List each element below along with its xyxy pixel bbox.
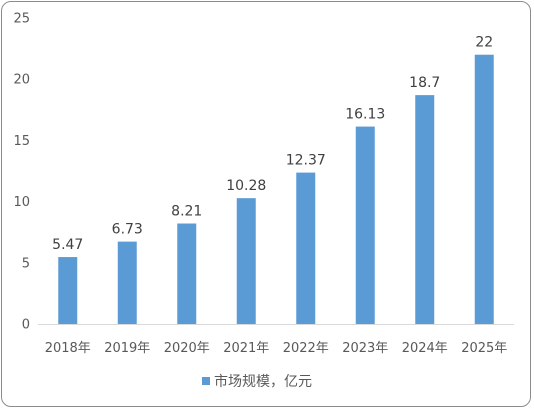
data-label: 16.13 (345, 107, 385, 123)
bar (236, 198, 256, 324)
x-tick-label: 2024年 (402, 341, 448, 356)
x-tick-label: 2019年 (104, 341, 150, 356)
data-label: 22 (475, 35, 493, 51)
y-tick-label: 25 (13, 12, 30, 27)
bar (355, 126, 375, 324)
bar (117, 241, 137, 324)
legend-label: 市场规模，亿元 (214, 373, 312, 390)
legend-swatch (202, 377, 210, 385)
y-tick-label: 5 (22, 256, 30, 271)
x-tick-label: 2023年 (342, 341, 388, 356)
bar (415, 95, 435, 324)
data-label: 8.21 (171, 204, 202, 220)
y-axis-labels: 0 5 10 15 20 25 (13, 12, 30, 333)
legend: 市场规模，亿元 (202, 373, 312, 390)
x-tick-label: 2021年 (223, 341, 269, 356)
x-tick-label: 2022年 (283, 341, 329, 356)
y-tick-label: 15 (13, 134, 30, 149)
x-tick-label: 2020年 (164, 341, 210, 356)
data-label: 12.37 (286, 153, 326, 169)
data-label: 6.73 (112, 222, 143, 238)
x-tick-label: 2018年 (45, 341, 91, 356)
x-tick-label: 2025年 (461, 341, 507, 356)
bar (177, 223, 197, 324)
bar (474, 54, 494, 324)
y-tick-label: 20 (13, 73, 30, 88)
bars (58, 54, 494, 324)
data-label: 18.7 (409, 75, 440, 91)
y-tick-label: 0 (22, 318, 30, 333)
data-label: 5.47 (52, 237, 83, 253)
data-labels: 5.47 6.73 8.21 10.28 12.37 16.13 18.7 22 (52, 35, 493, 253)
data-label: 10.28 (226, 178, 266, 194)
bar (58, 257, 78, 324)
y-tick-label: 10 (13, 195, 30, 210)
bar (296, 172, 316, 324)
x-axis-labels: 2018年 2019年 2020年 2021年 2022年 2023年 2024年 2025年 (45, 341, 508, 356)
